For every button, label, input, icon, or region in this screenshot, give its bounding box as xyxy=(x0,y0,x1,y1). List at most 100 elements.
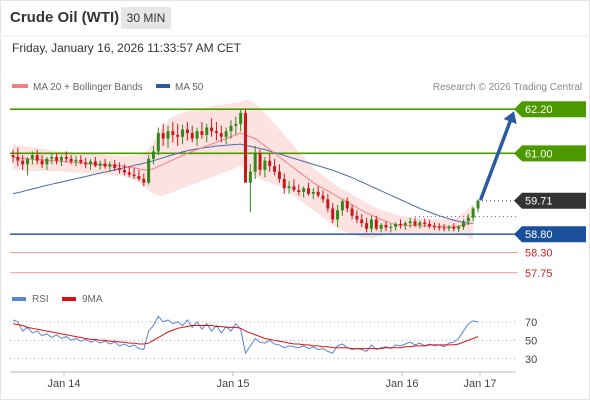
candle-body xyxy=(340,201,344,211)
candle-body xyxy=(118,168,122,170)
candle-body xyxy=(447,226,451,229)
candle-body xyxy=(219,133,223,137)
resistance-label-62-20: 62.20 xyxy=(525,104,553,116)
candle-body xyxy=(50,156,54,159)
candle-body xyxy=(297,190,301,192)
candle-body xyxy=(244,112,247,183)
ma50-legend-swatch xyxy=(156,84,170,88)
candle-body xyxy=(273,166,277,172)
forecast-arrow-head xyxy=(503,111,517,124)
candle-body xyxy=(171,131,175,135)
rsi-level-label-70: 70 xyxy=(525,317,537,329)
candle-body xyxy=(302,188,306,192)
ma20-legend-label: MA 20 + Bollinger Bands xyxy=(33,82,143,93)
candle-body xyxy=(195,131,199,139)
candle-body xyxy=(365,223,369,229)
time-axis: Jan 14 Jan 15 Jan 16 Jan 17 xyxy=(10,371,516,390)
candle-body xyxy=(306,188,310,194)
ma50-legend-label: MA 50 xyxy=(175,82,204,93)
candle-body xyxy=(35,155,39,161)
rsi-legend: RSI 9MA xyxy=(12,294,103,305)
candle-body xyxy=(181,129,185,137)
candle-body xyxy=(258,153,262,170)
candle-body xyxy=(394,223,398,227)
rsi-ma-legend-label: 9MA xyxy=(82,294,103,305)
candle-body xyxy=(457,226,461,229)
bollinger-band xyxy=(13,100,474,240)
candle-body xyxy=(369,219,373,229)
candle-body xyxy=(253,153,257,172)
candle-body xyxy=(399,223,402,226)
candle-body xyxy=(389,226,393,228)
candle-body xyxy=(423,222,427,224)
candle-body xyxy=(74,159,78,162)
candle-body xyxy=(122,169,126,173)
candle-body xyxy=(93,161,97,166)
candle-body xyxy=(224,131,228,137)
candle-body xyxy=(69,158,73,162)
candle-body xyxy=(321,195,325,200)
time-tick-label: Jan 17 xyxy=(463,378,496,390)
candle-body xyxy=(316,191,320,196)
candle-body xyxy=(200,131,204,135)
target-label-57-75: 57.75 xyxy=(525,268,553,280)
candle-body xyxy=(476,200,480,209)
candle-body xyxy=(89,161,92,165)
ma20-legend-swatch xyxy=(12,84,28,88)
candle-body xyxy=(282,179,286,189)
candle-body xyxy=(132,174,136,177)
candle-body xyxy=(210,127,214,132)
resistance-label-61-00: 61.00 xyxy=(525,148,553,160)
candle-body xyxy=(384,225,388,228)
candle-body xyxy=(239,112,243,124)
candle-body xyxy=(263,160,267,170)
candle-body xyxy=(84,162,88,165)
timestamp: Friday, January 16, 2026 11:33:57 AM CET xyxy=(12,41,242,55)
candle-body xyxy=(176,134,180,137)
level-lines xyxy=(10,108,518,274)
candle-body xyxy=(331,208,335,220)
candle-body xyxy=(166,131,170,139)
candle-body xyxy=(437,226,441,228)
candle-body xyxy=(408,221,412,224)
candle-body xyxy=(59,156,63,161)
candle-body xyxy=(413,221,417,226)
time-tick-label: Jan 15 xyxy=(216,378,249,390)
candle-body xyxy=(277,171,281,180)
candle-body xyxy=(64,156,68,159)
candle-body xyxy=(205,127,209,135)
candle-body xyxy=(428,223,432,227)
current-price-label: 59.71 xyxy=(525,196,553,208)
candle-body xyxy=(147,158,151,183)
candle-body xyxy=(248,171,252,183)
candle-body xyxy=(55,156,59,161)
candle-body xyxy=(311,191,315,194)
forecast-arrow-shaft xyxy=(479,119,512,201)
time-tick-label: Jan 16 xyxy=(385,378,418,390)
candle-body xyxy=(268,160,272,167)
candle-body xyxy=(418,222,422,226)
ma50-line xyxy=(12,143,474,225)
rsi-panel: 70 50 30 xyxy=(10,315,537,366)
candle-body xyxy=(142,179,146,183)
candle-body xyxy=(229,125,233,132)
candle-body xyxy=(26,158,30,165)
forecast-arrow xyxy=(479,111,517,201)
rsi-level-label-30: 30 xyxy=(525,354,537,366)
research-credit: Research © 2026 Trading Central xyxy=(433,82,582,93)
candle-body xyxy=(379,225,383,229)
candle-body xyxy=(103,163,107,167)
bollinger-band-fill xyxy=(13,100,474,240)
main-legend: MA 20 + Bollinger Bands MA 50 Research ©… xyxy=(12,82,582,93)
candle-body xyxy=(355,215,359,220)
chart-header: Crude Oil (WTI) 30 MIN xyxy=(0,0,590,36)
candle-body xyxy=(79,159,83,163)
candle-body xyxy=(452,226,456,229)
candle-body xyxy=(287,186,291,189)
timeframe-button[interactable]: 30 MIN xyxy=(121,7,171,29)
candle-body xyxy=(108,164,112,167)
candle-body xyxy=(185,129,189,134)
candle-body xyxy=(127,172,131,175)
rsi-level-label-50: 50 xyxy=(525,335,537,347)
